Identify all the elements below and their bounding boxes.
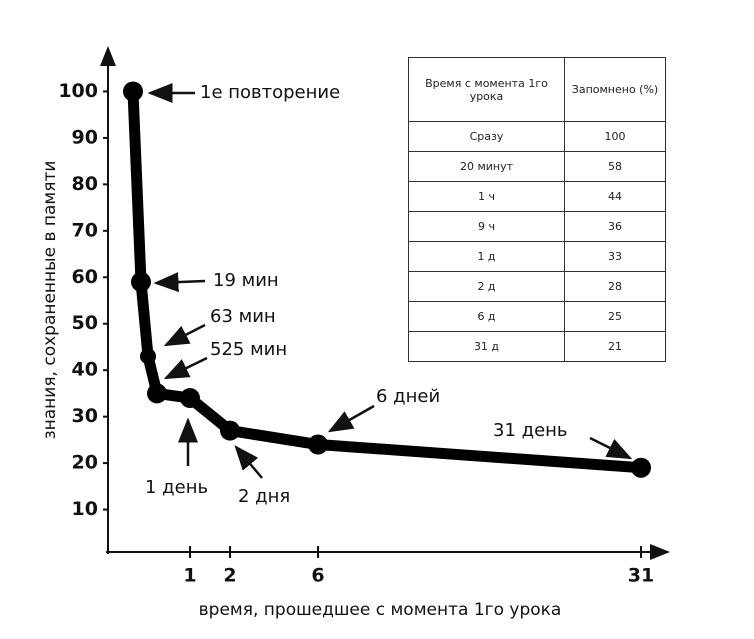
y-tick-label: 40 <box>72 359 98 381</box>
y-axis-label: знания, сохраненные в памяти <box>40 161 60 440</box>
table-header-cell: Запомнено (%) <box>564 57 666 122</box>
table-row: 20 минут 58 <box>408 151 666 182</box>
point <box>140 348 156 365</box>
annotation-arrow <box>163 323 206 347</box>
point <box>631 457 651 478</box>
y-tick-label: 20 <box>72 452 98 474</box>
annotation-arrow <box>153 272 206 293</box>
annotation: 2 дня <box>238 486 290 507</box>
table-row: 1 д 33 <box>408 241 666 272</box>
data-table: Время с момента 1го урока Запомнено (%) Ср… <box>408 57 666 362</box>
x-tick-label: 1 <box>183 565 196 587</box>
point <box>308 434 328 455</box>
point <box>220 420 240 441</box>
point <box>123 81 143 102</box>
table-cell: 36 <box>564 211 666 242</box>
table-cell: 21 <box>564 331 666 362</box>
x-tick-label: 31 <box>628 565 654 587</box>
annotation-arrow <box>234 445 263 479</box>
table-cell: 1 д <box>408 241 565 272</box>
point <box>147 383 167 404</box>
y-tick-label: 30 <box>72 405 98 427</box>
annotation: 1 день <box>145 477 208 498</box>
annotation: 19 мин <box>213 270 279 291</box>
table-cell: 28 <box>564 271 666 302</box>
y-tick-label: 100 <box>58 80 98 102</box>
table-header-cell: Время с момента 1го урока <box>408 57 565 122</box>
y-tick-label: 10 <box>72 498 98 520</box>
annotation: 6 дней <box>376 386 440 407</box>
table-row: Сразу 100 <box>408 121 666 152</box>
table-row: 2 д 28 <box>408 271 666 302</box>
table-cell: 31 д <box>408 331 565 362</box>
y-tick-label: 70 <box>72 219 98 241</box>
table-cell: 6 д <box>408 301 565 332</box>
annotation: 63 мин <box>210 306 276 327</box>
annotation: 525 мин <box>210 339 287 360</box>
y-tick-label: 60 <box>72 266 98 288</box>
table-row: 6 д 25 <box>408 301 666 332</box>
point <box>131 271 151 292</box>
table-cell: 9 ч <box>408 211 565 242</box>
y-tick-label: 90 <box>72 126 98 148</box>
table-cell: 2 д <box>408 271 565 302</box>
annotation: 1е повторение <box>200 82 340 103</box>
annotation-arrow <box>327 404 375 433</box>
table-header: Время с момента 1го урока Запомнено (%) <box>408 57 666 122</box>
y-tick-label: 50 <box>72 312 98 334</box>
table-cell: 44 <box>564 181 666 212</box>
table-cell: 58 <box>564 151 666 182</box>
annotation: 31 день <box>493 420 568 441</box>
table-cell: 25 <box>564 301 666 332</box>
curve <box>127 91 642 474</box>
x-axis-label: время, прошедшее с момента 1го урока <box>199 600 562 620</box>
table-cell: Сразу <box>408 121 565 152</box>
table-cell: 33 <box>564 241 666 272</box>
annotation-arrow <box>589 436 633 460</box>
x-tick-label: 2 <box>223 565 236 587</box>
table-row: 1 ч 44 <box>408 181 666 212</box>
table-row: 9 ч 36 <box>408 211 666 242</box>
table-cell: 100 <box>564 121 666 152</box>
table-cell: 1 ч <box>408 181 565 212</box>
point <box>180 388 200 409</box>
table-cell: 20 минут <box>408 151 565 182</box>
x-tick-label: 6 <box>311 565 324 587</box>
annotation-arrow <box>163 356 208 380</box>
table-row: 31 д 21 <box>408 331 666 362</box>
y-tick-label: 80 <box>72 173 98 195</box>
